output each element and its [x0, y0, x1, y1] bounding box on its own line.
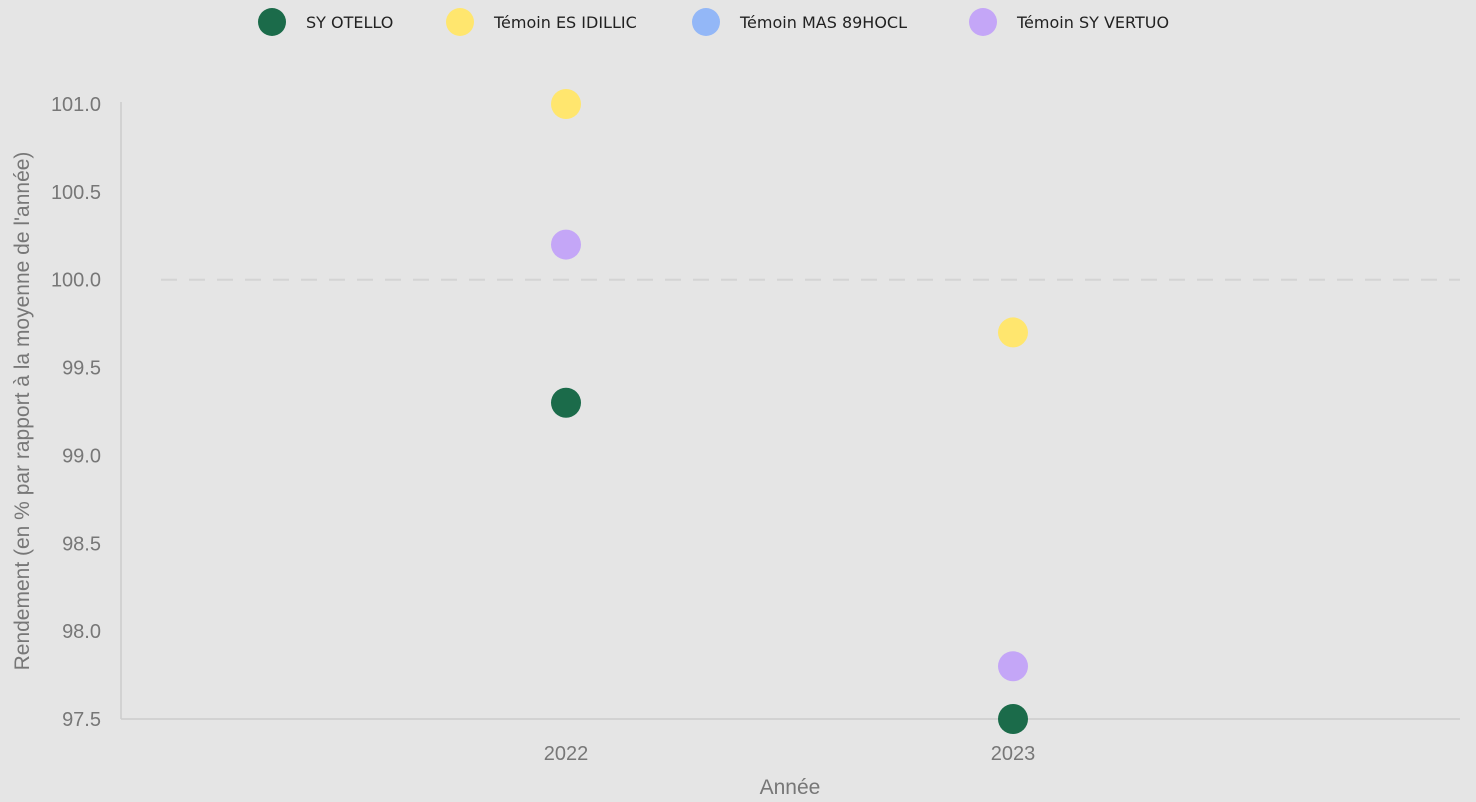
y-axis-title: Rendement (en % par rapport à la moyenne…	[11, 152, 34, 671]
data-point	[998, 704, 1028, 734]
legend-label: SY OTELLO	[306, 13, 393, 32]
legend-label: Témoin SY VERTUO	[1016, 13, 1169, 32]
legend-item[interactable]: Témoin ES IDILLIC	[446, 8, 637, 36]
data-point	[998, 317, 1028, 348]
y-tick-label: 101.0	[51, 94, 101, 116]
x-axis-title: Année	[760, 776, 821, 799]
y-tick-label: 97.5	[62, 709, 101, 731]
legend-label: Témoin ES IDILLIC	[493, 13, 637, 32]
y-tick-label: 98.5	[62, 533, 101, 555]
data-point	[551, 89, 581, 119]
x-axis-ticks: 2022 2023	[544, 743, 1036, 765]
x-tick-label: 2022	[544, 743, 589, 765]
y-tick-label: 99.5	[62, 358, 101, 380]
x-tick-label: 2023	[991, 743, 1036, 765]
legend-marker	[969, 8, 997, 36]
data-point	[551, 229, 581, 260]
legend-item[interactable]: Témoin SY VERTUO	[969, 8, 1169, 36]
y-tick-label: 100.0	[51, 270, 101, 292]
legend: SY OTELLO Témoin ES IDILLIC Témoin MAS 89H…	[258, 8, 1169, 36]
y-axis-ticks: 97.5 98.0 98.5 99.0 99.5 100.0 100.5 101.0	[51, 94, 101, 731]
data-points	[551, 89, 1028, 734]
data-point	[551, 387, 581, 418]
legend-label: Témoin MAS 89HOCL	[739, 13, 907, 32]
legend-item[interactable]: Témoin MAS 89HOCL	[692, 8, 907, 36]
legend-marker	[446, 8, 474, 36]
data-point	[998, 651, 1028, 682]
legend-item[interactable]: SY OTELLO	[258, 8, 393, 36]
y-tick-label: 99.0	[62, 445, 101, 467]
legend-marker	[258, 8, 286, 36]
legend-marker	[692, 8, 720, 36]
y-tick-label: 98.0	[62, 621, 101, 643]
y-tick-label: 100.5	[51, 182, 101, 204]
